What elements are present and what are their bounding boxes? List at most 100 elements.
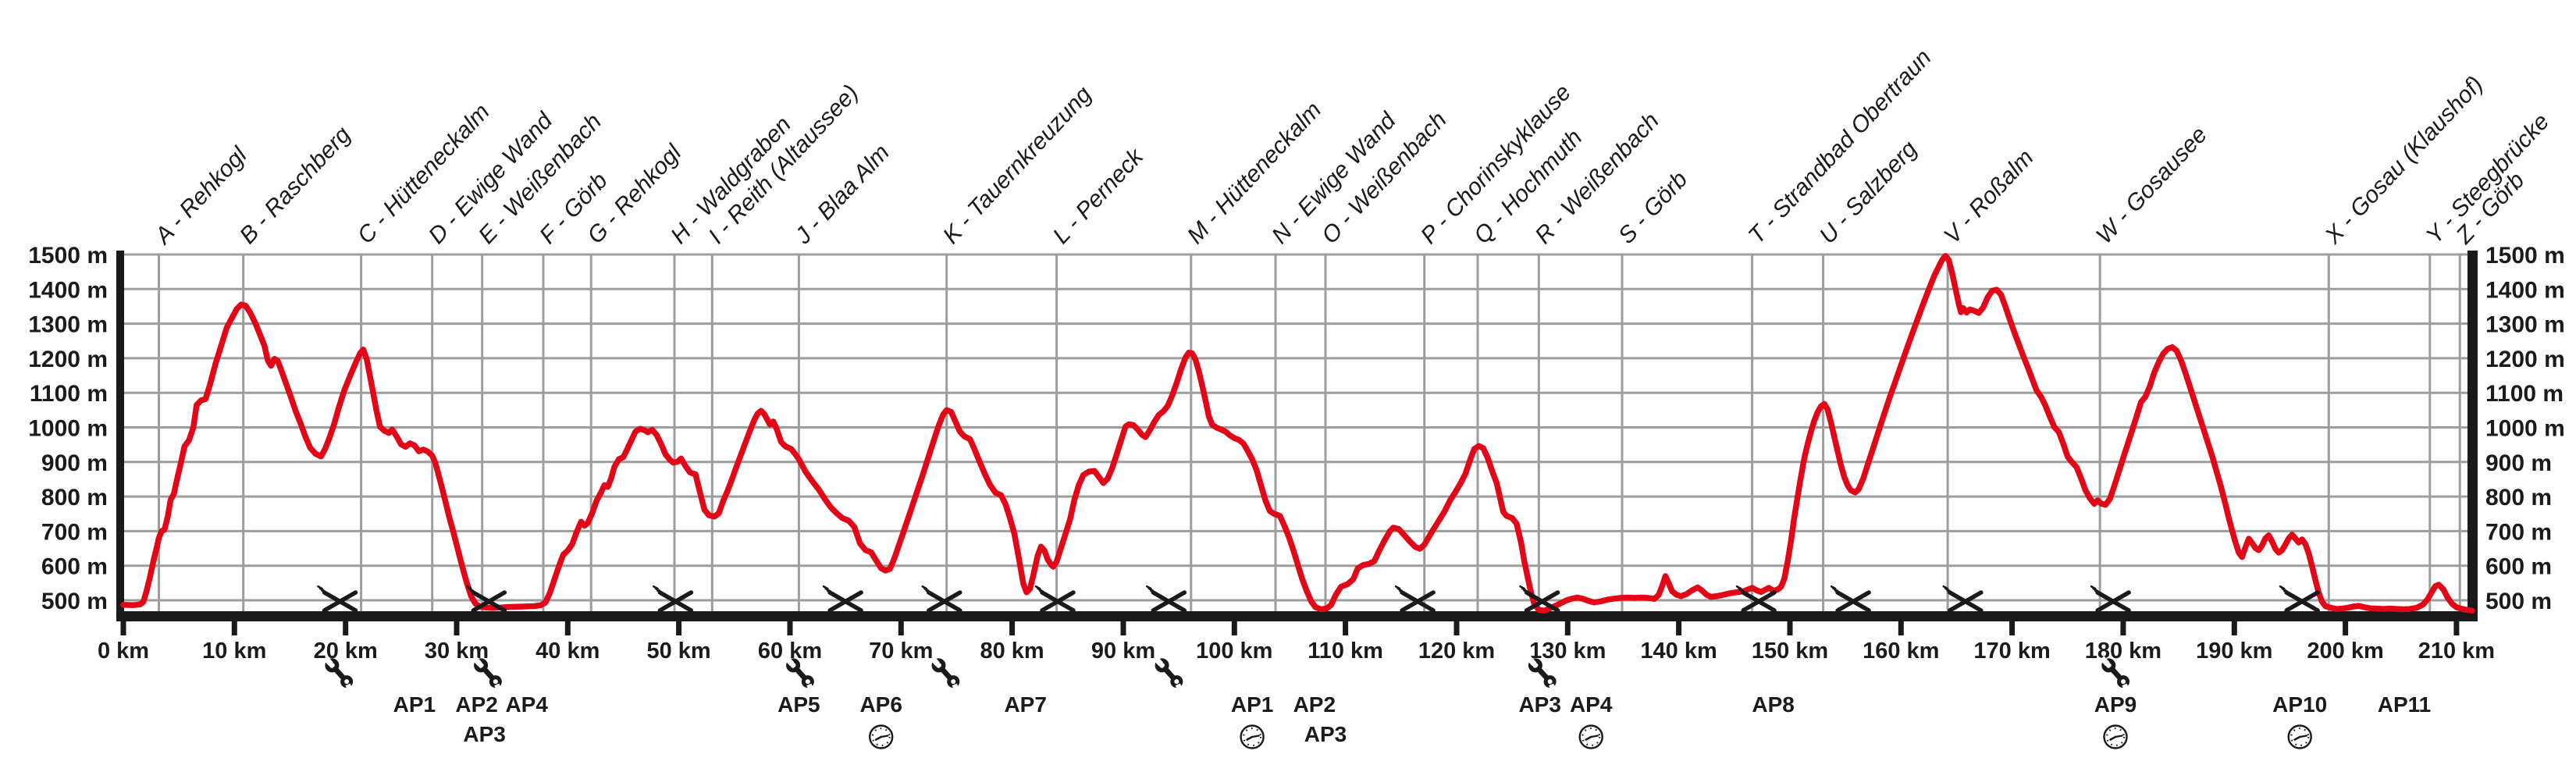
elevation-tick-label-left: 900 m	[41, 450, 108, 476]
distance-tick	[120, 621, 126, 635]
horizontal-gridlines	[123, 253, 2467, 602]
aid-post-label: AP4	[1570, 692, 1613, 717]
aid-post-label: AP5	[777, 692, 820, 717]
aid-post-label: AP2	[1293, 692, 1336, 717]
elevation-tick-label-right: 1200 m	[2485, 347, 2565, 372]
waypoint-label: V - Roßalm	[1939, 144, 2039, 248]
elevation-line	[120, 253, 2475, 614]
food-station-icon	[2091, 586, 2129, 610]
elevation-tick-label-right: 800 m	[2485, 485, 2552, 511]
distance-tick	[1787, 621, 1793, 635]
elevation-tick-label-left: 800 m	[41, 485, 108, 511]
elevation-tick-label-right: 1000 m	[2485, 416, 2565, 442]
aid-post-label: AP8	[1752, 692, 1794, 717]
time-check-icon	[1240, 724, 1265, 749]
elevation-tick-label-right: 900 m	[2485, 450, 2552, 476]
food-station-icon	[923, 586, 960, 610]
distance-tick	[787, 621, 793, 635]
distance-tick	[2343, 621, 2349, 635]
elevation-tick-label-left: 1500 m	[28, 243, 108, 269]
distance-tick-label: 140 km	[1640, 639, 1717, 664]
distance-tick-label: 130 km	[1529, 639, 1606, 664]
repair-station-icon	[1150, 653, 1189, 695]
food-station-icon	[1396, 586, 1433, 610]
distance-tick-label: 190 km	[2196, 639, 2272, 664]
distance-tick-label: 100 km	[1196, 639, 1272, 664]
distance-tick-label: 180 km	[2085, 639, 2161, 664]
aid-post-label: AP6	[859, 692, 902, 717]
food-station-icon	[1147, 586, 1184, 610]
distance-tick-label: 50 km	[646, 639, 710, 664]
elevation-tick-label-left: 500 m	[41, 589, 108, 614]
x-axis-baseline	[116, 611, 2478, 621]
elevation-tick-label-right: 500 m	[2485, 589, 2552, 614]
food-station-icon	[1831, 586, 1869, 610]
distance-tick	[343, 621, 349, 635]
distance-tick	[2231, 621, 2237, 635]
distance-tick	[1343, 621, 1349, 635]
distance-tick	[454, 621, 460, 635]
time-check-icon	[2287, 724, 2312, 749]
waypoint-label: W - Gosausee	[2091, 122, 2212, 249]
elevation-tick-label-right: 1500 m	[2485, 243, 2565, 269]
distance-tick	[231, 621, 237, 635]
waypoint-label: S - Görb	[1614, 166, 1692, 248]
y-axis-left-labels: 500 m 600 m 700 m 800 m 900 m 1000 m 1100 m 120…	[28, 243, 108, 614]
aid-post-label: AP3	[1518, 692, 1560, 717]
time-check-icon	[868, 724, 894, 749]
distance-tick-label: 20 km	[314, 639, 378, 664]
distance-tick-label: 120 km	[1418, 639, 1495, 664]
aid-post-label: AP11	[2378, 692, 2432, 717]
y-axis-left-bar	[116, 251, 124, 621]
distance-tick-label: 70 km	[869, 639, 933, 664]
distance-tick	[1898, 621, 1904, 635]
distance-tick-label: 40 km	[535, 639, 600, 664]
waypoint-gridlines	[158, 254, 2461, 611]
distance-tick-label: 210 km	[2418, 639, 2495, 664]
waypoint-label: C - Hütteneckalm	[353, 99, 495, 249]
y-axis-right-bar	[2467, 251, 2478, 621]
aid-post-label: AP9	[2094, 692, 2137, 717]
food-station-icon	[318, 586, 356, 610]
elevation-tick-label-left: 1400 m	[28, 277, 108, 303]
distance-tick-label: 160 km	[1863, 639, 1939, 664]
distance-tick-label: 170 km	[1973, 639, 2050, 664]
distance-tick	[1676, 621, 1682, 635]
distance-tick	[2009, 621, 2016, 635]
distance-tick	[1120, 621, 1126, 635]
elevation-tick-label-left: 1200 m	[28, 347, 108, 372]
elevation-tick-label-left: 1000 m	[28, 416, 108, 442]
food-station-icon	[2280, 586, 2318, 610]
distance-tick-label: 110 km	[1308, 639, 1383, 664]
x-axis-tick-labels: 0 km 10 km 20 km 30 km 40 km 50 km 60 km 70 km 8…	[98, 639, 2495, 664]
distance-tick-label: 90 km	[1091, 639, 1155, 664]
distance-tick-label: 80 km	[980, 639, 1044, 664]
aid-post-label: AP1	[393, 692, 436, 717]
distance-tick	[1453, 621, 1460, 635]
food-station-icon	[653, 586, 691, 610]
time-check-icon	[2103, 724, 2128, 749]
aid-post-label: AP1	[1231, 692, 1273, 717]
food-station-icon	[1944, 586, 1981, 610]
elevation-tick-label-right: 700 m	[2485, 519, 2552, 545]
aid-post-label: AP2	[455, 692, 497, 717]
distance-tick	[1231, 621, 1237, 635]
aid-post-label: AP7	[1004, 692, 1046, 717]
elevation-tick-label-left: 700 m	[41, 519, 108, 545]
elevation-tick-label-right: 600 m	[2485, 554, 2552, 580]
elevation-tick-label-right: 1300 m	[2485, 312, 2565, 338]
waypoint-label: B - Raschberg	[235, 122, 356, 249]
axis-frame	[116, 251, 2478, 635]
elevation-tick-label-left: 1100 m	[30, 381, 108, 407]
distance-tick	[564, 621, 571, 635]
distance-tick-label: 150 km	[1752, 639, 1828, 664]
y-axis-right-labels: 500 m 600 m 700 m 800 m 900 m 1000 m 1100 m 120…	[2485, 243, 2565, 614]
distance-tick	[676, 621, 682, 635]
elevation-tick-label-right: 1100 m	[2485, 381, 2564, 407]
distance-tick	[1564, 621, 1571, 635]
distance-tick	[898, 621, 904, 635]
aid-post-label: AP10	[2272, 692, 2327, 717]
